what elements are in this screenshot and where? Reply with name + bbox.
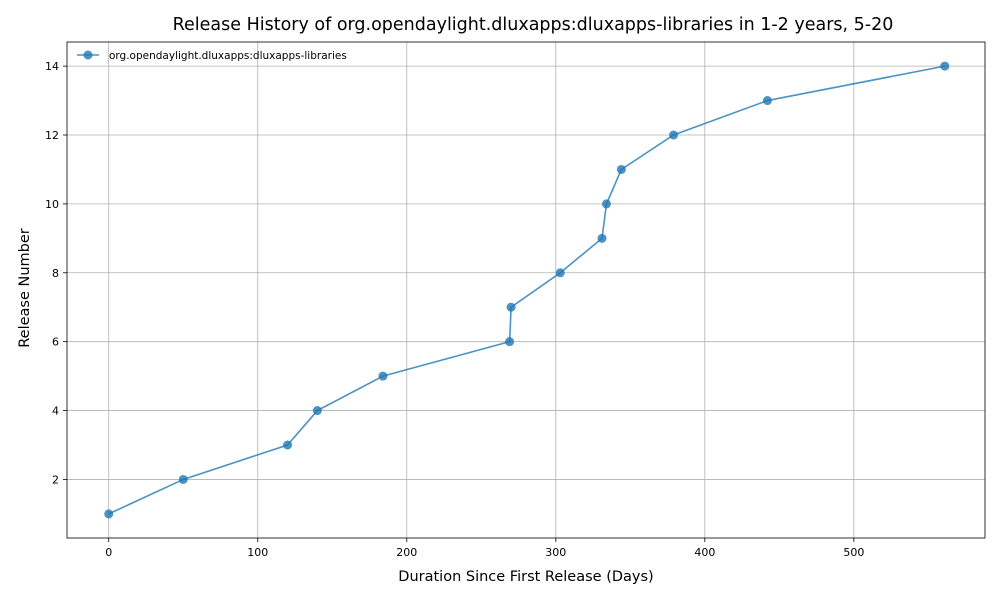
x-tick-label: 200 xyxy=(396,546,417,559)
data-point xyxy=(940,61,950,71)
y-tick-label: 4 xyxy=(52,405,59,418)
data-point xyxy=(104,509,114,519)
plot-frame xyxy=(66,41,986,539)
data-point xyxy=(283,440,293,450)
y-axis-label: Release Number xyxy=(17,228,33,348)
legend: org.opendaylight.dluxapps:dluxapps-libra… xyxy=(77,50,347,62)
data-point xyxy=(178,474,188,484)
grid xyxy=(67,42,985,538)
series-layer xyxy=(104,61,950,519)
data-point xyxy=(669,130,679,140)
y-axis: 2 4 6 8 10 12 14 xyxy=(45,60,67,486)
data-point xyxy=(505,337,515,347)
plot-border xyxy=(66,41,986,539)
data-point xyxy=(555,268,565,278)
y-tick-label: 8 xyxy=(52,267,59,280)
legend-label: org.opendaylight.dluxapps:dluxapps-libra… xyxy=(109,50,347,62)
x-tick-label: 300 xyxy=(545,546,566,559)
x-axis: 0 100 200 300 400 500 xyxy=(105,538,864,559)
x-tick-label: 400 xyxy=(694,546,715,559)
chart-title: Release History of org.opendaylight.dlux… xyxy=(173,15,894,35)
y-tick-label: 2 xyxy=(52,473,59,486)
data-point xyxy=(601,199,611,209)
data-point xyxy=(506,302,516,312)
x-tick-label: 0 xyxy=(105,546,112,559)
data-point xyxy=(616,164,626,174)
y-tick-label: 6 xyxy=(52,336,59,349)
data-point xyxy=(312,406,322,416)
x-tick-label: 500 xyxy=(843,546,864,559)
y-tick-label: 12 xyxy=(45,129,59,142)
legend-marker xyxy=(83,50,93,60)
y-tick-label: 10 xyxy=(45,198,59,211)
series-line xyxy=(108,65,945,515)
y-tick-label: 14 xyxy=(45,60,59,73)
data-point xyxy=(378,371,388,381)
x-axis-label: Duration Since First Release (Days) xyxy=(398,569,653,585)
x-tick-label: 100 xyxy=(247,546,268,559)
data-point xyxy=(597,233,607,243)
data-point xyxy=(762,96,772,106)
